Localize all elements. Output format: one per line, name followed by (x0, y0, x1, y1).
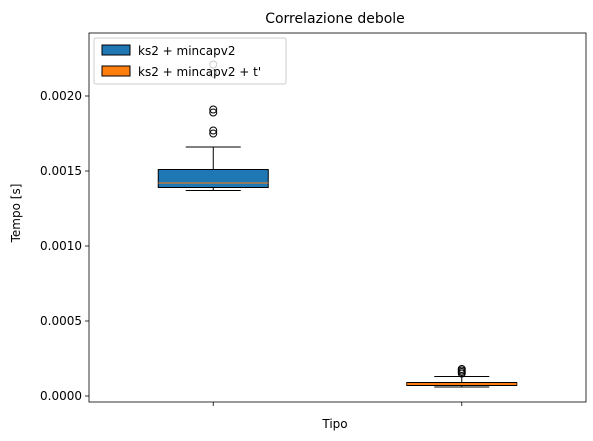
outlier-point (209, 108, 218, 117)
y-tick-label: 0.0020 (40, 89, 82, 103)
chart-title: Correlazione debole (265, 11, 405, 27)
y-tick-label: 0.0010 (40, 239, 82, 253)
y-tick-label: 0.0005 (40, 314, 82, 328)
x-axis-label: Tipo (321, 417, 347, 431)
outlier-point (457, 365, 466, 373)
y-tick-label: 0.0000 (40, 389, 82, 403)
legend: ks2 + mincapv2 ks2 + mincapv2 + t' (93, 37, 287, 85)
legend-label: ks2 + mincapv2 (138, 44, 235, 58)
legend-swatch (101, 44, 131, 56)
legend-swatch (101, 65, 131, 77)
box-1 (157, 169, 269, 188)
legend-box (93, 37, 287, 85)
y-tick-label: 0.0015 (40, 164, 82, 178)
outlier-point (209, 129, 218, 138)
outlier-point (209, 126, 218, 135)
legend-label: ks2 + mincapv2 + t' (138, 65, 261, 79)
axes-frame (88, 32, 587, 403)
outlier-point (209, 105, 218, 114)
plot-area: 0.0000 0.0005 0.0010 0.0015 0.0020 (40, 32, 587, 406)
y-axis-label: Tempo [s] (9, 184, 23, 244)
